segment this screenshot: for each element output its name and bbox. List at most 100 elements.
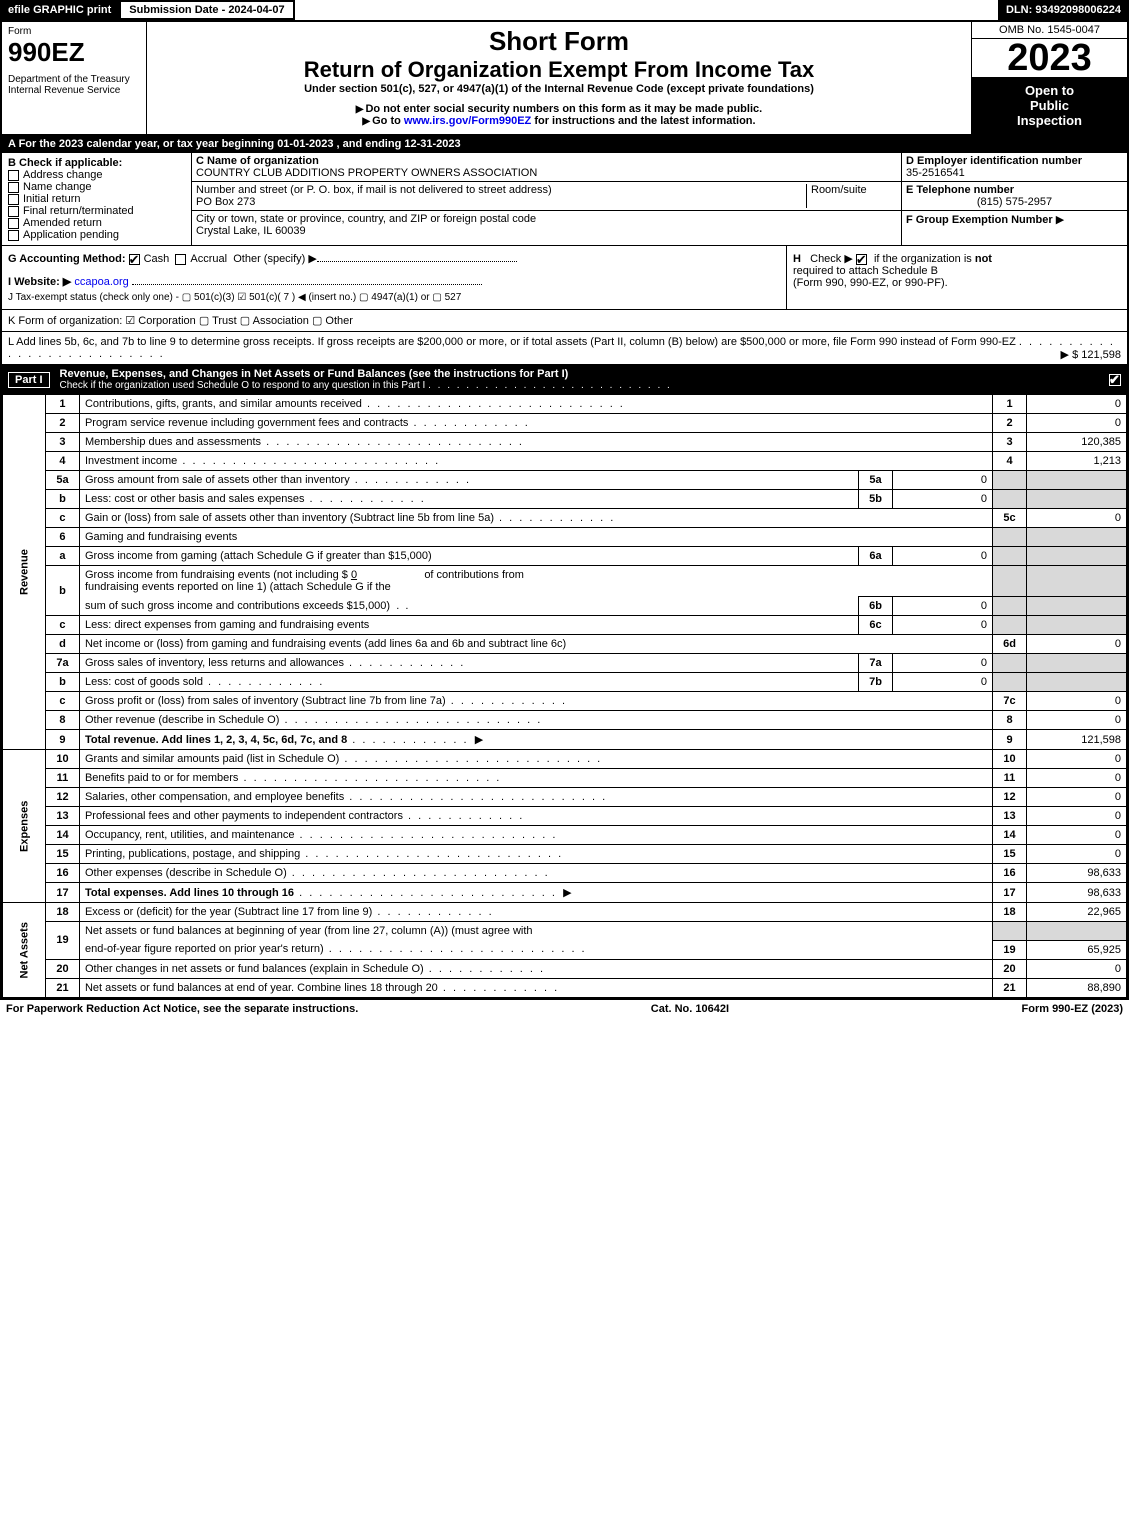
- ssn-warning: Do not enter social security numbers on …: [153, 103, 965, 115]
- dots-icon: [408, 417, 529, 429]
- line-desc: Net assets or fund balances at end of ye…: [85, 982, 438, 994]
- shaded-cell: [993, 471, 1027, 490]
- website-link[interactable]: ccapoa.org: [74, 276, 128, 288]
- dots-icon: [238, 772, 501, 784]
- line-amount: 0: [1027, 692, 1127, 711]
- line-num: 4: [45, 452, 79, 471]
- line-num: b: [45, 673, 79, 692]
- shaded-cell: [993, 616, 1027, 635]
- line-desc: Other revenue (describe in Schedule O): [85, 714, 279, 726]
- shaded-cell: [993, 566, 1027, 597]
- line-num: 20: [45, 959, 79, 978]
- row-i-label: I Website: ▶: [8, 276, 71, 288]
- footer-mid: Cat. No. 10642I: [651, 1003, 729, 1015]
- chk-schedule-b[interactable]: [856, 254, 867, 265]
- line-ref: 7c: [993, 692, 1027, 711]
- dots-icon: [428, 380, 672, 391]
- line-num: 12: [45, 788, 79, 807]
- efile-print-button[interactable]: efile GRAPHIC print: [0, 0, 119, 20]
- net-assets-side-label: Net Assets: [3, 903, 46, 998]
- line-desc: Gross profit or (loss) from sales of inv…: [85, 695, 446, 707]
- box-e-label: E Telephone number: [906, 184, 1014, 196]
- revenue-side-label: Revenue: [3, 395, 46, 750]
- chk-name-change[interactable]: Name change: [8, 181, 185, 193]
- line-desc: Other changes in net assets or fund bala…: [85, 963, 424, 975]
- box-e: E Telephone number (815) 575-2957: [902, 182, 1127, 211]
- line-desc: Contributions, gifts, grants, and simila…: [85, 398, 362, 410]
- line-num: b: [45, 566, 79, 616]
- chk-initial-return[interactable]: Initial return: [8, 193, 185, 205]
- box-f-label: F Group Exemption Number: [906, 214, 1053, 226]
- row-h-check: Check ▶: [810, 253, 853, 265]
- dots-icon: [403, 810, 524, 822]
- line-ref: 3: [993, 433, 1027, 452]
- dots-icon: [294, 887, 557, 899]
- chk-address-change[interactable]: Address change: [8, 169, 185, 181]
- mid-ref: 6a: [859, 547, 893, 566]
- line-num: 13: [45, 807, 79, 826]
- line-amount: 0: [1027, 414, 1127, 433]
- org-name-cell: C Name of organization COUNTRY CLUB ADDI…: [192, 153, 901, 182]
- line-desc: Occupancy, rent, utilities, and maintena…: [85, 829, 295, 841]
- line-amount: 65,925: [1027, 940, 1127, 959]
- line-num: a: [45, 547, 79, 566]
- box-b: B Check if applicable: Address change Na…: [2, 153, 192, 245]
- chk-accrual[interactable]: [175, 254, 186, 265]
- phone-value: (815) 575-2957: [906, 196, 1123, 208]
- chk-final-return[interactable]: Final return/terminated: [8, 205, 185, 217]
- chk-amended-return-label: Amended return: [23, 217, 102, 229]
- dots-icon: [344, 791, 607, 803]
- line-desc: Printing, publications, postage, and shi…: [85, 848, 300, 860]
- line-amount: 0: [1027, 807, 1127, 826]
- box-b-title: B Check if applicable:: [8, 157, 185, 169]
- chk-schedule-o[interactable]: [1109, 374, 1121, 386]
- dots-icon: [362, 398, 625, 410]
- other-specify: Other (specify) ▶: [233, 253, 317, 265]
- dots-icon: [446, 695, 567, 707]
- line-desc: Grants and similar amounts paid (list in…: [85, 753, 339, 765]
- other-input-line[interactable]: [317, 261, 517, 262]
- line-desc: end-of-year figure reported on prior yea…: [85, 943, 324, 955]
- chk-final-return-label: Final return/terminated: [23, 205, 134, 217]
- chk-application-pending[interactable]: Application pending: [8, 229, 185, 241]
- line-num: b: [45, 490, 79, 509]
- line-amount: 0: [1027, 845, 1127, 864]
- row-k: K Form of organization: ☑ Corporation ▢ …: [2, 310, 1127, 332]
- line-num: 16: [45, 864, 79, 883]
- line-num: 6: [45, 528, 79, 547]
- dots-icon: [279, 714, 542, 726]
- line-amount: 120,385: [1027, 433, 1127, 452]
- street-row: Number and street (or P. O. box, if mail…: [192, 182, 901, 211]
- shaded-cell: [993, 547, 1027, 566]
- line-ref: 12: [993, 788, 1027, 807]
- dots-icon: [424, 963, 545, 975]
- line-num: 17: [45, 883, 79, 903]
- website-line: [132, 284, 482, 285]
- dots-icon: [304, 493, 425, 505]
- goto-text: Go to www.irs.gov/Form990EZ for instruct…: [372, 115, 755, 127]
- goto-line: Go to www.irs.gov/Form990EZ for instruct…: [153, 115, 965, 127]
- line-desc: of contributions from: [424, 569, 524, 581]
- line-num: 18: [45, 903, 79, 922]
- line-ref: 11: [993, 769, 1027, 788]
- shaded-cell: [993, 922, 1027, 941]
- line-ref: 10: [993, 750, 1027, 769]
- subtitle: Under section 501(c), 527, or 4947(a)(1)…: [153, 83, 965, 95]
- line-desc: Gross amount from sale of assets other t…: [85, 474, 350, 486]
- line-ref: 21: [993, 978, 1027, 997]
- box-def: D Employer identification number 35-2516…: [902, 153, 1127, 245]
- line-desc: Less: cost or other basis and sales expe…: [85, 493, 305, 505]
- chk-accrual-label: Accrual: [190, 253, 227, 265]
- line-num: 14: [45, 826, 79, 845]
- line-desc: Less: direct expenses from gaming and fu…: [85, 619, 369, 631]
- form-container: Form 990EZ Department of the Treasury In…: [0, 20, 1129, 1000]
- chk-cash-label: Cash: [144, 253, 170, 265]
- dots-icon: [350, 474, 471, 486]
- chk-amended-return[interactable]: Amended return: [8, 217, 185, 229]
- form-word: Form: [8, 26, 140, 37]
- chk-cash[interactable]: [129, 254, 140, 265]
- row-h: H Check ▶ if the organization is not req…: [787, 246, 1127, 309]
- part-1-sub: Check if the organization used Schedule …: [60, 380, 426, 391]
- irs-link[interactable]: www.irs.gov/Form990EZ: [404, 115, 531, 127]
- line-amount: 98,633: [1027, 864, 1127, 883]
